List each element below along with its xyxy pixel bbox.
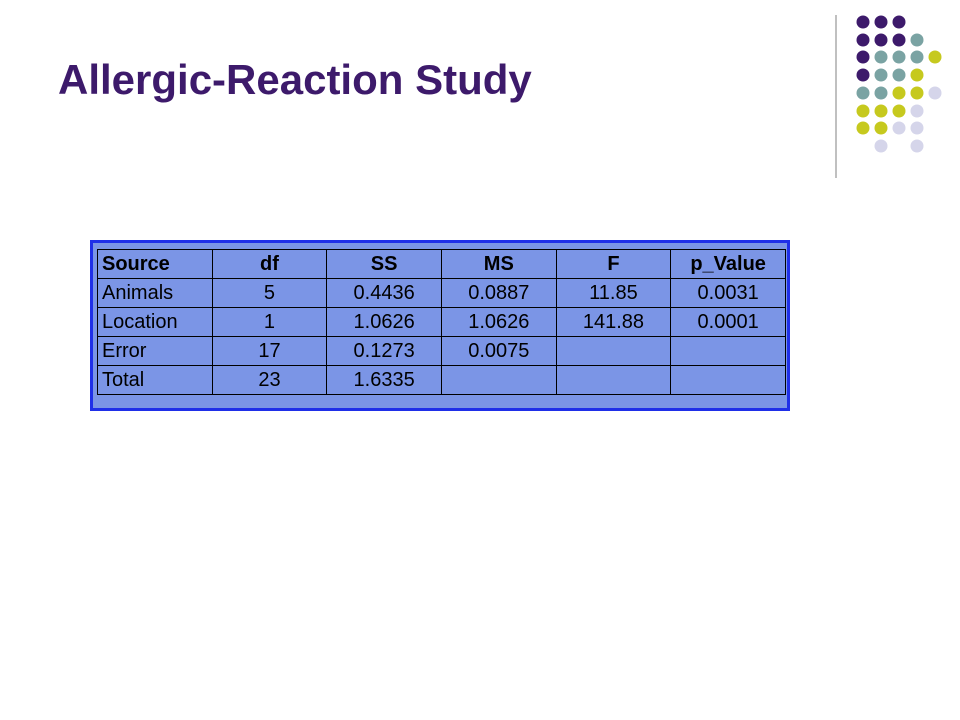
- table-cell: 1.0626: [326, 307, 442, 337]
- table-cell: 0.4436: [326, 278, 442, 308]
- dot: [874, 68, 888, 82]
- decoration: [835, 15, 942, 178]
- dot: [892, 68, 906, 82]
- dot: [856, 121, 870, 135]
- table-cell: [555, 336, 672, 366]
- dot: [910, 50, 924, 64]
- table-row: Total 23 1.6335: [97, 365, 786, 395]
- table-cell: 11.85: [555, 278, 672, 308]
- dot: [856, 33, 870, 47]
- dot-pattern: [856, 15, 942, 153]
- dot: [892, 15, 906, 29]
- dot: [910, 68, 924, 82]
- table-cell: 17: [211, 336, 328, 366]
- table-cell: [440, 365, 557, 395]
- slide-title: Allergic-Reaction Study: [58, 56, 532, 103]
- dot: [874, 33, 888, 47]
- table-cell: 23: [211, 365, 328, 395]
- dot: [892, 86, 906, 100]
- dot: [928, 86, 942, 100]
- dot: [856, 15, 870, 29]
- dot: [910, 86, 924, 100]
- dot: [892, 104, 906, 118]
- table-cell: Animals: [97, 278, 213, 308]
- dot: [856, 68, 870, 82]
- dot: [892, 121, 906, 135]
- table-cell: 0.0031: [670, 278, 786, 308]
- table-cell: 1.6335: [326, 365, 442, 395]
- dot: [874, 86, 888, 100]
- table-cell: 0.0075: [440, 336, 557, 366]
- dot: [856, 50, 870, 64]
- table-cell: Total: [97, 365, 213, 395]
- dot: [874, 15, 888, 29]
- dot: [928, 50, 942, 64]
- dot: [874, 104, 888, 118]
- table-cell: 1.0626: [440, 307, 557, 337]
- dot: [874, 121, 888, 135]
- dot: [856, 86, 870, 100]
- table-cell: 0.0001: [670, 307, 786, 337]
- table-cell: p_Value: [670, 249, 786, 279]
- table-cell: 141.88: [555, 307, 672, 337]
- table-cell: 0.1273: [326, 336, 442, 366]
- table-cell: F: [555, 249, 672, 279]
- table-row: Location 1 1.0626 1.0626 141.88 0.0001: [97, 307, 786, 337]
- table-cell: 5: [211, 278, 328, 308]
- table-cell: SS: [326, 249, 442, 279]
- dot: [874, 50, 888, 64]
- table-cell: [670, 365, 786, 395]
- table-cell: 0.0887: [440, 278, 557, 308]
- dot: [910, 104, 924, 118]
- dot: [874, 139, 888, 153]
- dot: [910, 33, 924, 47]
- table-cell: Error: [97, 336, 213, 366]
- table-cell: Location: [97, 307, 213, 337]
- table-cell: df: [211, 249, 328, 279]
- dot: [856, 104, 870, 118]
- dot: [910, 139, 924, 153]
- table-cell: MS: [440, 249, 557, 279]
- table-row: Animals 5 0.4436 0.0887 11.85 0.0031: [97, 278, 786, 308]
- dot: [892, 33, 906, 47]
- table-row: Error 17 0.1273 0.0075: [97, 336, 786, 366]
- table-cell: 1: [211, 307, 328, 337]
- dot: [910, 121, 924, 135]
- table-cell: Source: [97, 249, 213, 279]
- table-cell: [670, 336, 786, 366]
- table-cell: [555, 365, 672, 395]
- dot: [892, 50, 906, 64]
